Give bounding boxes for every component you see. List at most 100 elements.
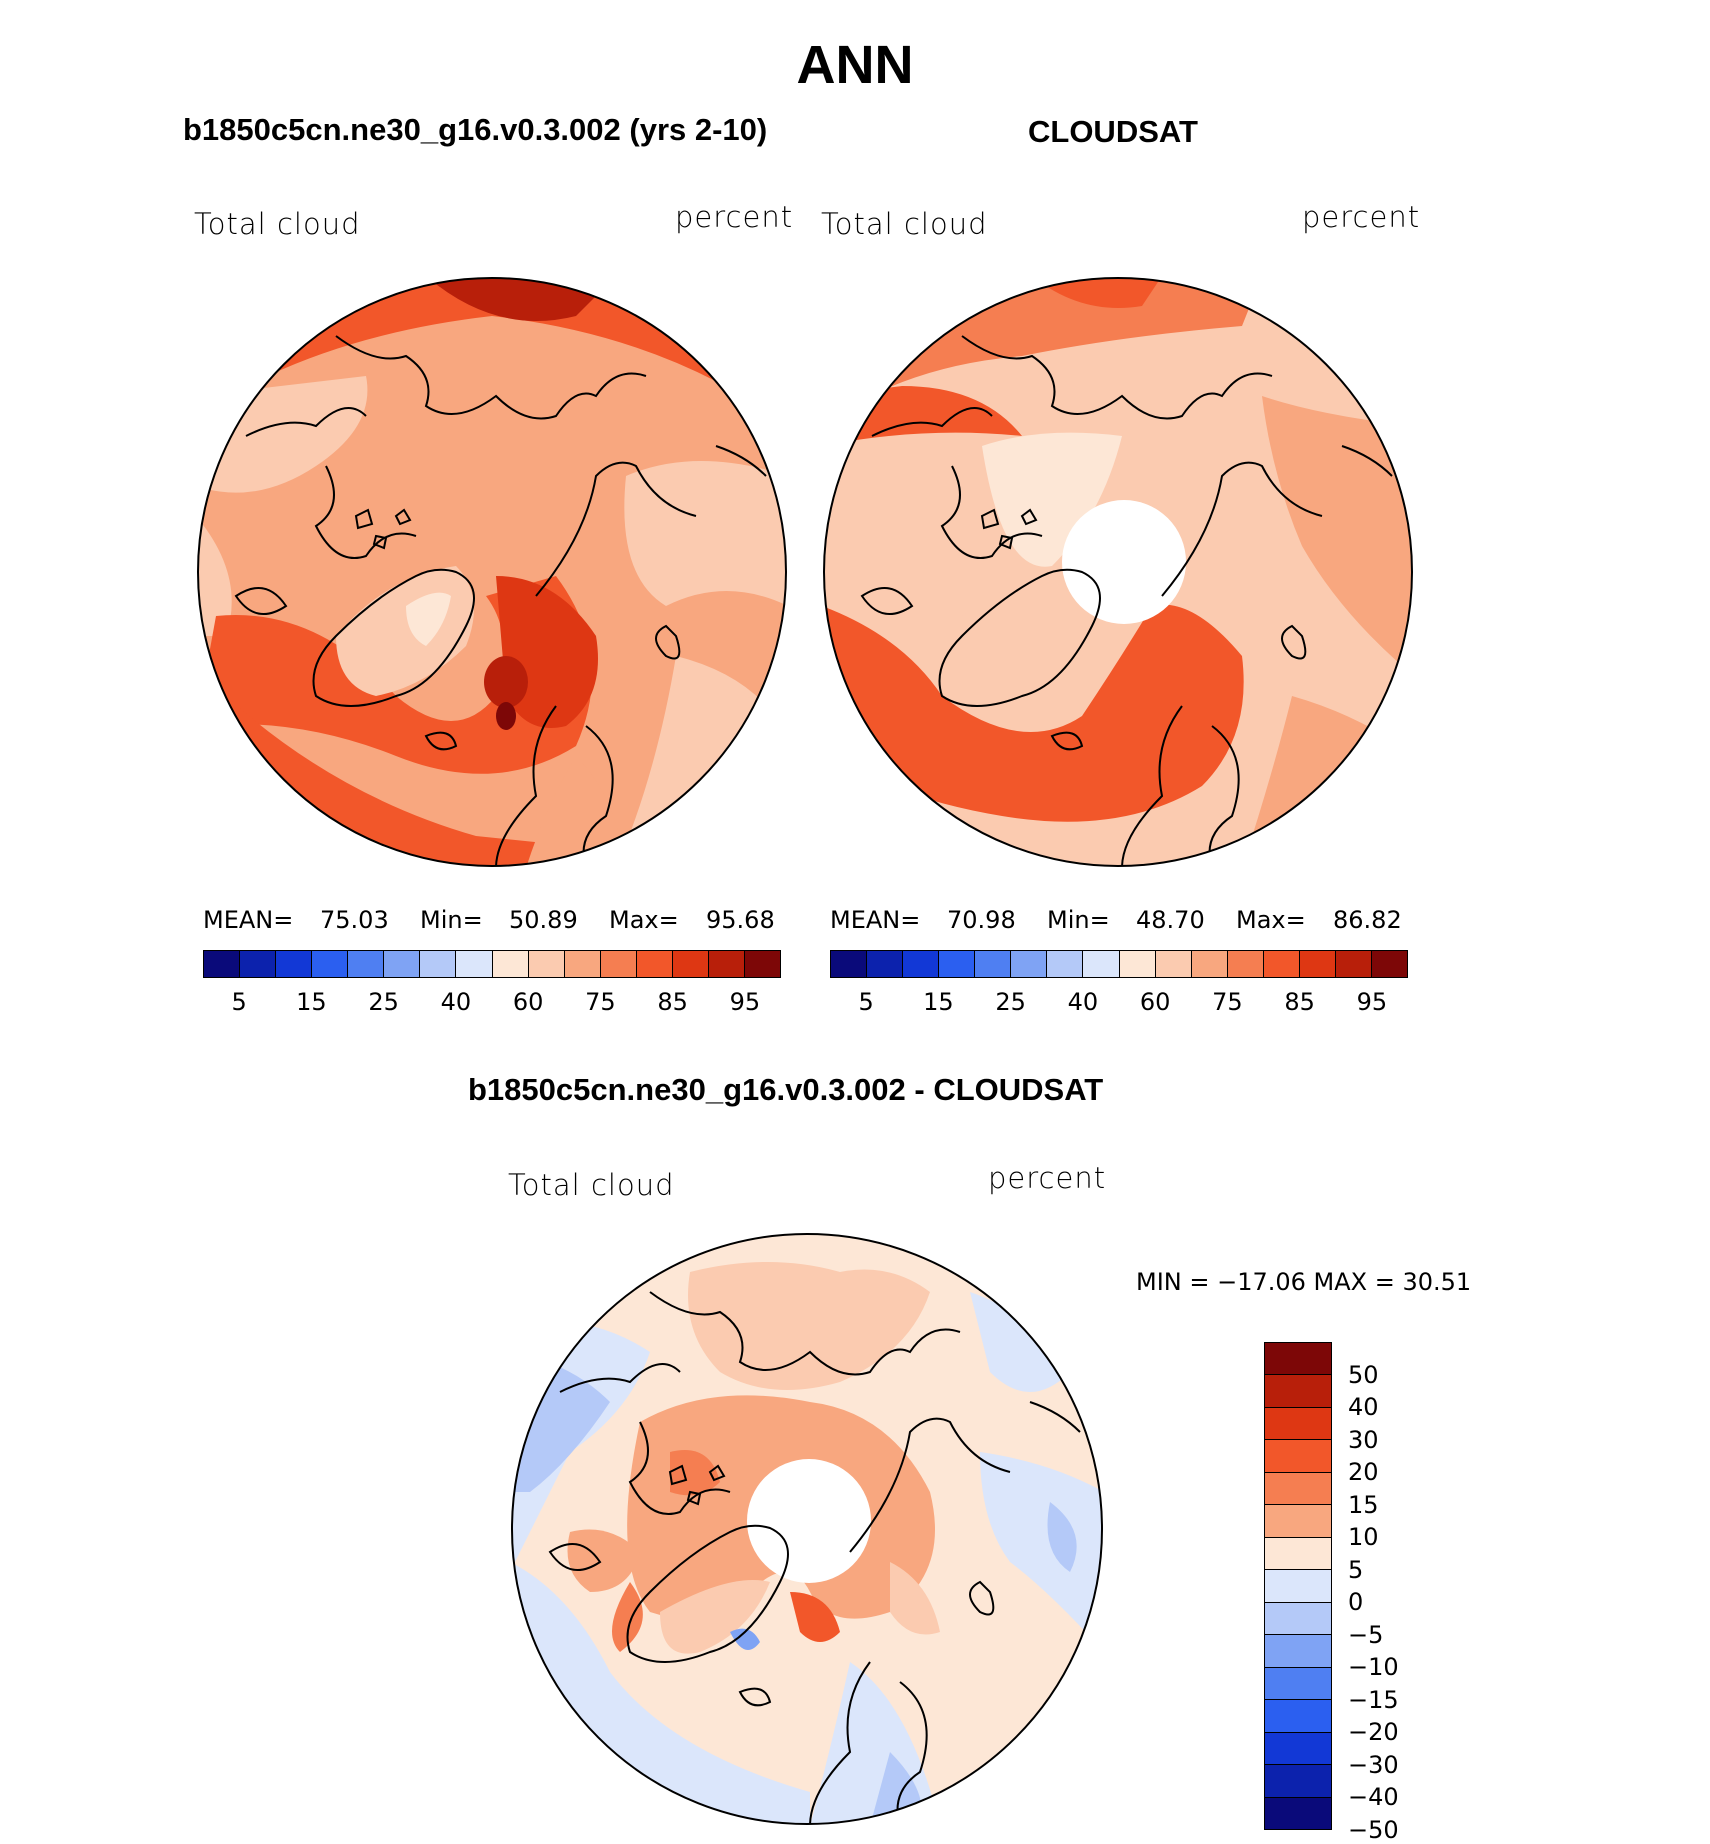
diff-colorbar [1264, 1342, 1332, 1830]
panel2-colorbar-ticks: 5 15 25 40 60 75 85 95 [830, 988, 1408, 1018]
colorbar-swatch [492, 951, 529, 977]
colorbar-swatch [564, 951, 601, 977]
colorbar-swatch [1083, 951, 1120, 977]
colorbar-swatch [1265, 1667, 1331, 1701]
colorbar-tick-label: −15 [1348, 1685, 1399, 1714]
colorbar-swatch [204, 951, 241, 977]
colorbar-swatch [1047, 951, 1084, 977]
diff-minmax: MIN = −17.06 MAX = 30.51 [1136, 1268, 1472, 1296]
panel2-mean-value: 70.98 [947, 906, 1016, 934]
panel2-mean-label: MEAN= [830, 906, 921, 934]
colorbar-swatch [600, 951, 637, 977]
colorbar-swatch [276, 951, 313, 977]
colorbar-swatch [636, 951, 673, 977]
colorbar-swatch [528, 951, 565, 977]
colorbar-swatch [975, 951, 1012, 977]
colorbar-swatch [1265, 1375, 1331, 1408]
colorbar-swatch [456, 951, 493, 977]
diff-polar-map [511, 1233, 1103, 1825]
colorbar-tick-label: 5 [858, 988, 874, 1016]
colorbar-tick-label: 30 [1348, 1425, 1379, 1454]
panel1-min-label: Min= [420, 906, 483, 934]
panel2-units-label: percent [1302, 200, 1421, 234]
colorbar-tick-label: −50 [1348, 1816, 1399, 1844]
colorbar-tick-label: 95 [729, 988, 761, 1016]
colorbar-swatch [384, 951, 421, 977]
panel1-variable-label: Total cloud [194, 207, 361, 241]
colorbar-tick-label: 5 [1348, 1555, 1364, 1584]
panel1-mean-label: MEAN= [203, 906, 294, 934]
colorbar-swatch [1265, 1343, 1331, 1376]
colorbar-tick-label: 5 [231, 988, 247, 1016]
panel2-colorbar [830, 950, 1408, 978]
colorbar-tick-label: 40 [440, 988, 472, 1016]
diff-subtitle: b1850c5cn.ne30_g16.v0.3.002 - CLOUDSAT [468, 1072, 1104, 1107]
colorbar-swatch [1265, 1440, 1331, 1473]
colorbar-swatch [348, 951, 385, 977]
colorbar-tick-label: −20 [1348, 1718, 1399, 1747]
colorbar-tick-label: 50 [1348, 1360, 1379, 1389]
colorbar-swatch [1191, 951, 1228, 977]
colorbar-swatch [1265, 1472, 1331, 1506]
panel1-colorbar-ticks: 5 15 25 40 60 75 85 95 [203, 988, 781, 1018]
panel1-max-label: Max= [609, 906, 679, 934]
colorbar-tick-label: −5 [1348, 1620, 1384, 1649]
colorbar-tick-label: 40 [1348, 1393, 1379, 1422]
colorbar-swatch [708, 951, 745, 977]
colorbar-tick-label: 60 [1139, 988, 1171, 1016]
colorbar-tick-label: 15 [923, 988, 954, 1016]
colorbar-swatch [1265, 1732, 1331, 1766]
panel2-max-value: 86.82 [1333, 906, 1402, 934]
colorbar-tick-label: −10 [1348, 1653, 1399, 1682]
panel1-max-value: 95.68 [706, 906, 775, 934]
colorbar-swatch [831, 951, 868, 977]
panel2-subtitle: CLOUDSAT [1028, 114, 1198, 149]
colorbar-tick-label: 20 [1348, 1458, 1379, 1487]
panel1-subtitle: b1850c5cn.ne30_g16.v0.3.002 (yrs 2-10) [183, 112, 768, 147]
colorbar-swatch [1265, 1407, 1331, 1441]
colorbar-swatch [672, 951, 709, 977]
colorbar-swatch [1335, 951, 1372, 977]
colorbar-swatch [1227, 951, 1264, 977]
colorbar-tick-label: 60 [512, 988, 544, 1016]
colorbar-tick-label: 75 [585, 988, 616, 1016]
colorbar-tick-label: −30 [1348, 1750, 1399, 1779]
colorbar-swatch [1299, 951, 1336, 977]
colorbar-tick-label: 25 [368, 988, 399, 1016]
figure-title: ANN [796, 35, 914, 95]
diff-variable-label: Total cloud [508, 1168, 675, 1202]
colorbar-swatch [1263, 951, 1300, 977]
colorbar-swatch [939, 951, 976, 977]
panel1-units-label: percent [675, 200, 794, 234]
panel1-mean-value: 75.03 [320, 906, 389, 934]
diff-colorbar-ticks: 50 40 30 20 15 10 5 0 −5 −10 −15 −20 −30 −40 −50 [1348, 1342, 1428, 1844]
colorbar-swatch [1265, 1505, 1331, 1538]
diff-units-label: percent [988, 1161, 1107, 1195]
colorbar-swatch [1265, 1797, 1331, 1830]
colorbar-swatch [1265, 1570, 1331, 1603]
colorbar-swatch [1265, 1700, 1331, 1733]
colorbar-swatch [1155, 951, 1192, 977]
colorbar-tick-label: 15 [1348, 1490, 1379, 1519]
colorbar-swatch [903, 951, 940, 977]
colorbar-tick-label: 10 [1348, 1523, 1379, 1552]
panel2-min-value: 48.70 [1136, 906, 1205, 934]
colorbar-swatch [744, 951, 780, 977]
colorbar-tick-label: 95 [1356, 988, 1388, 1016]
panel1-min-value: 50.89 [509, 906, 578, 934]
colorbar-swatch [1011, 951, 1048, 977]
panel2-variable-label: Total cloud [821, 207, 988, 241]
panel2-max-label: Max= [1236, 906, 1306, 934]
colorbar-tick-label: 0 [1348, 1588, 1364, 1617]
colorbar-swatch [1265, 1765, 1331, 1798]
colorbar-tick-label: 40 [1067, 988, 1099, 1016]
colorbar-swatch [1371, 951, 1407, 977]
colorbar-swatch [867, 951, 904, 977]
colorbar-tick-label: 85 [657, 988, 688, 1016]
panel2-min-label: Min= [1047, 906, 1110, 934]
panel1-polar-map [197, 277, 787, 867]
colorbar-swatch [1265, 1635, 1331, 1668]
colorbar-tick-label: 75 [1212, 988, 1243, 1016]
panel2-polar-map [823, 277, 1413, 867]
colorbar-swatch [312, 951, 349, 977]
